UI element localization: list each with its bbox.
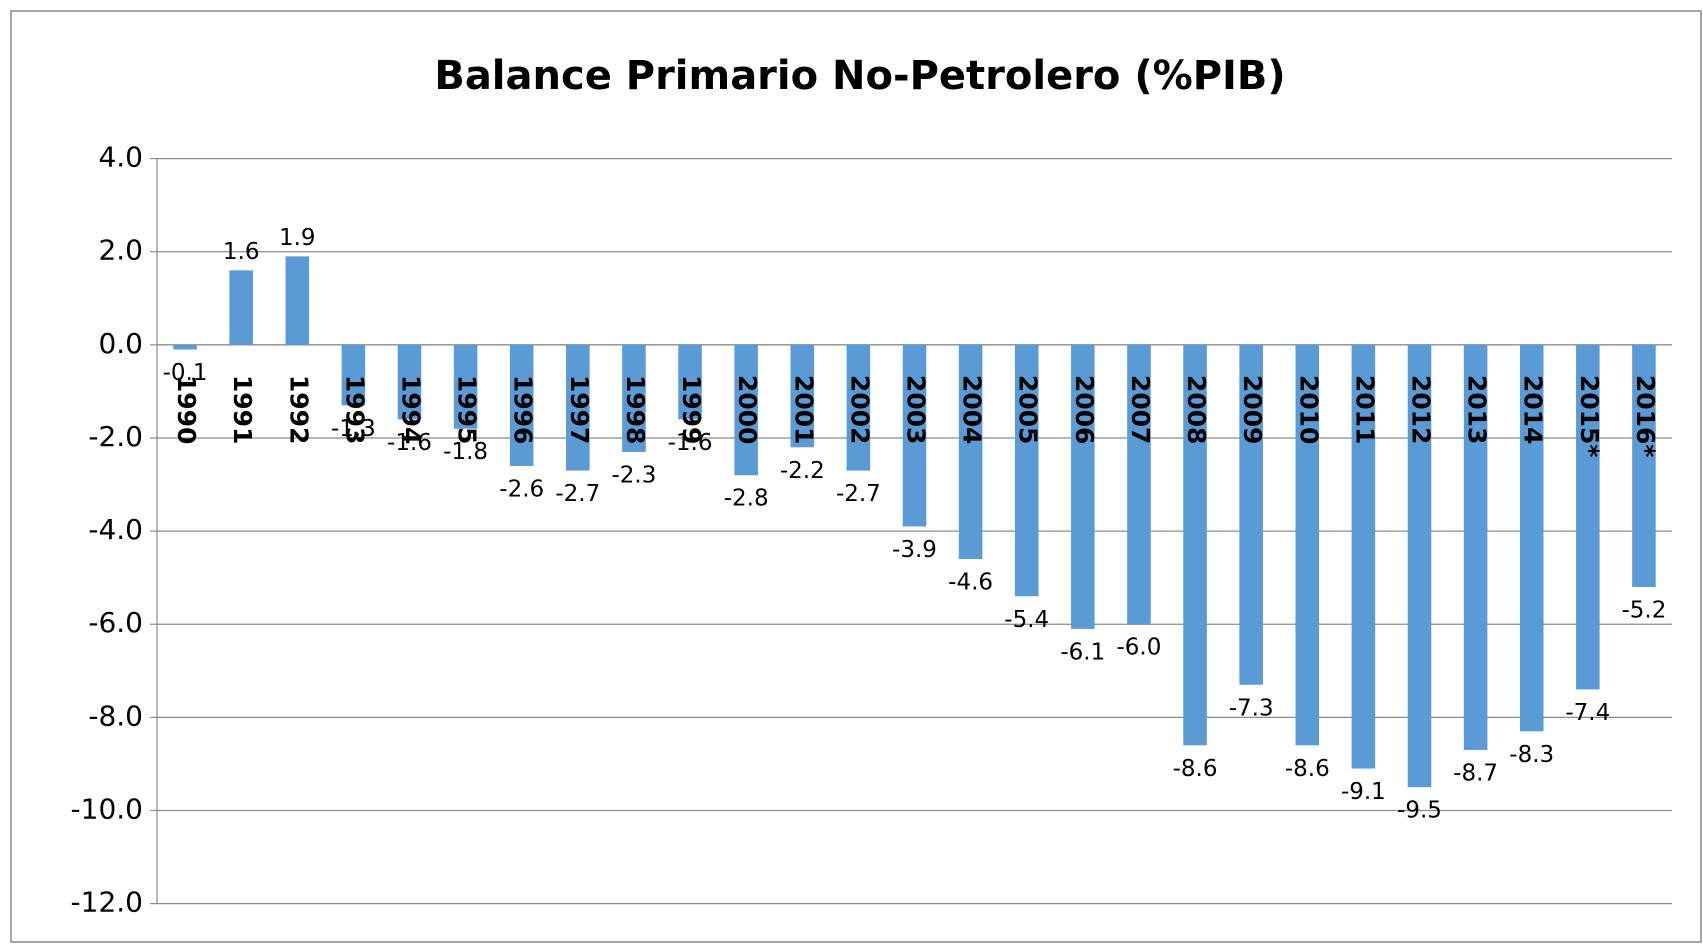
data-label: -5.4 (1004, 607, 1049, 633)
x-tick-label: 2002 (845, 375, 874, 445)
x-tick-label: 1996 (509, 375, 538, 445)
bar (397, 344, 422, 420)
y-tick-label: -8.0 (88, 699, 143, 732)
x-tick-label: 2007 (1126, 375, 1155, 445)
data-label: -2.7 (555, 481, 600, 507)
data-label: -9.1 (1341, 779, 1386, 805)
y-tick-label: 0.0 (98, 327, 143, 360)
data-label: -2.3 (611, 462, 656, 488)
x-tick-label: 1992 (284, 375, 313, 445)
bar (790, 344, 815, 448)
data-label: -2.7 (836, 481, 881, 507)
bar (341, 344, 366, 406)
x-tick-label: 1997 (565, 375, 594, 445)
y-tick-label: -6.0 (88, 606, 143, 639)
x-tick-label: 2010 (1294, 375, 1323, 445)
x-tick-label: 2004 (958, 375, 987, 445)
data-label: 1.6 (223, 239, 260, 265)
bar (902, 344, 927, 527)
bar (1407, 344, 1432, 788)
x-tick-label: 2006 (1070, 375, 1099, 445)
x-tick-label: 2003 (902, 375, 931, 445)
bar (1519, 344, 1544, 732)
bar (1463, 344, 1488, 750)
y-tick-label: 2.0 (98, 234, 143, 267)
data-label: -8.6 (1173, 756, 1218, 782)
x-tick-label: 2005 (1014, 375, 1043, 445)
data-label: -9.5 (1397, 798, 1442, 824)
bar (1071, 344, 1095, 629)
bar (1014, 344, 1039, 597)
x-tick-label: 2012 (1407, 375, 1436, 445)
bar (566, 344, 590, 471)
bar (1632, 344, 1656, 587)
x-tick-label: 1998 (621, 375, 650, 445)
bar (285, 256, 310, 345)
data-label: -8.3 (1509, 742, 1554, 768)
bar (1183, 344, 1207, 746)
data-label: -1.8 (443, 439, 488, 465)
y-tick-label: -10.0 (71, 792, 143, 825)
x-tick-label: 1991 (228, 375, 257, 445)
data-label: -1.6 (668, 430, 713, 456)
y-tick-label: -4.0 (88, 513, 143, 546)
x-tick-label: 2001 (789, 375, 818, 445)
bar (622, 344, 646, 452)
data-label: -2.2 (780, 458, 825, 484)
bar (846, 344, 871, 471)
bar (229, 270, 253, 345)
x-tick-label: 2011 (1350, 375, 1379, 445)
data-label: -8.6 (1285, 756, 1330, 782)
data-label: -4.6 (948, 570, 993, 596)
x-tick-label: 2016* (1631, 375, 1660, 458)
data-label: -6.1 (1060, 639, 1105, 665)
x-tick-label: 1999 (677, 375, 706, 445)
bar (453, 344, 478, 429)
bar (173, 344, 197, 350)
y-tick-label: 4.0 (98, 141, 143, 174)
bar (678, 344, 702, 420)
data-label: -2.8 (724, 486, 769, 512)
data-label: -1.6 (387, 430, 432, 456)
y-tick-label: -12.0 (71, 886, 143, 919)
data-label: -2.6 (499, 476, 544, 502)
bar (509, 344, 534, 466)
data-label: -7.4 (1565, 700, 1610, 726)
y-tick-label: -2.0 (88, 420, 143, 453)
bar (1351, 344, 1376, 769)
bar (958, 344, 983, 560)
data-label: -3.9 (892, 537, 937, 563)
bar (1295, 344, 1320, 746)
x-tick-label: 1995 (453, 375, 482, 445)
bar (734, 344, 758, 476)
x-tick-label: 1990 (172, 375, 201, 445)
x-tick-label: 2008 (1182, 375, 1211, 445)
x-tick-label: 2013 (1463, 375, 1492, 445)
data-label: -8.7 (1453, 760, 1498, 786)
data-label: -5.2 (1621, 597, 1666, 623)
data-label: -6.0 (1116, 635, 1161, 661)
bar (1239, 344, 1263, 685)
x-tick-label: 2015* (1575, 375, 1604, 458)
chart-title: Balance Primario No-Petrolero (%PIB) (434, 53, 1285, 99)
x-tick-label: 2000 (733, 375, 762, 445)
data-label: -1.3 (331, 416, 376, 442)
x-tick-label: 2009 (1238, 375, 1267, 445)
bar (1127, 344, 1151, 625)
chart-border (10, 10, 1702, 943)
x-tick-label: 1993 (340, 375, 369, 445)
x-tick-label: 1994 (397, 375, 426, 445)
bar (1576, 344, 1600, 690)
data-label: 1.9 (279, 225, 316, 251)
data-label: -7.3 (1229, 695, 1274, 721)
x-tick-label: 2014 (1519, 375, 1548, 445)
data-label: -0.1 (163, 360, 208, 386)
